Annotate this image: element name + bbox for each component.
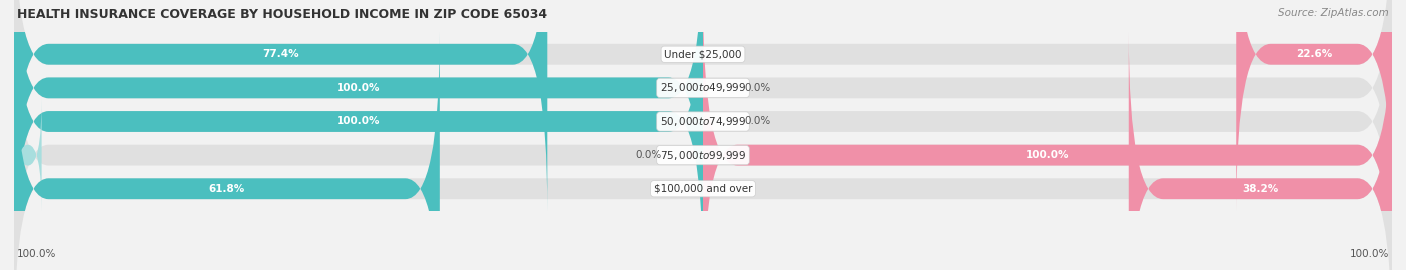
- Text: 100.0%: 100.0%: [17, 249, 56, 259]
- FancyBboxPatch shape: [14, 31, 440, 270]
- FancyBboxPatch shape: [14, 0, 1392, 212]
- FancyBboxPatch shape: [1129, 31, 1392, 270]
- FancyBboxPatch shape: [14, 0, 703, 270]
- Text: HEALTH INSURANCE COVERAGE BY HOUSEHOLD INCOME IN ZIP CODE 65034: HEALTH INSURANCE COVERAGE BY HOUSEHOLD I…: [17, 8, 547, 21]
- Text: $75,000 to $99,999: $75,000 to $99,999: [659, 148, 747, 162]
- FancyBboxPatch shape: [14, 98, 42, 212]
- Text: 38.2%: 38.2%: [1243, 184, 1278, 194]
- FancyBboxPatch shape: [14, 0, 1392, 246]
- FancyBboxPatch shape: [14, 0, 1392, 270]
- FancyBboxPatch shape: [14, 0, 547, 212]
- Text: 22.6%: 22.6%: [1296, 49, 1333, 59]
- Text: 0.0%: 0.0%: [636, 150, 662, 160]
- Text: $100,000 and over: $100,000 and over: [654, 184, 752, 194]
- FancyBboxPatch shape: [703, 0, 1392, 270]
- Text: 100.0%: 100.0%: [1026, 150, 1069, 160]
- Text: Under $25,000: Under $25,000: [664, 49, 742, 59]
- Text: 0.0%: 0.0%: [744, 116, 770, 127]
- Text: 100.0%: 100.0%: [337, 83, 380, 93]
- Text: 0.0%: 0.0%: [744, 83, 770, 93]
- FancyBboxPatch shape: [14, 0, 703, 246]
- Text: 77.4%: 77.4%: [263, 49, 299, 59]
- Text: $50,000 to $74,999: $50,000 to $74,999: [659, 115, 747, 128]
- FancyBboxPatch shape: [1236, 0, 1392, 212]
- Text: 100.0%: 100.0%: [1350, 249, 1389, 259]
- Text: 61.8%: 61.8%: [209, 184, 245, 194]
- Text: $25,000 to $49,999: $25,000 to $49,999: [659, 81, 747, 94]
- Text: Source: ZipAtlas.com: Source: ZipAtlas.com: [1278, 8, 1389, 18]
- FancyBboxPatch shape: [14, 0, 1392, 270]
- Text: 100.0%: 100.0%: [337, 116, 380, 127]
- FancyBboxPatch shape: [14, 31, 1392, 270]
